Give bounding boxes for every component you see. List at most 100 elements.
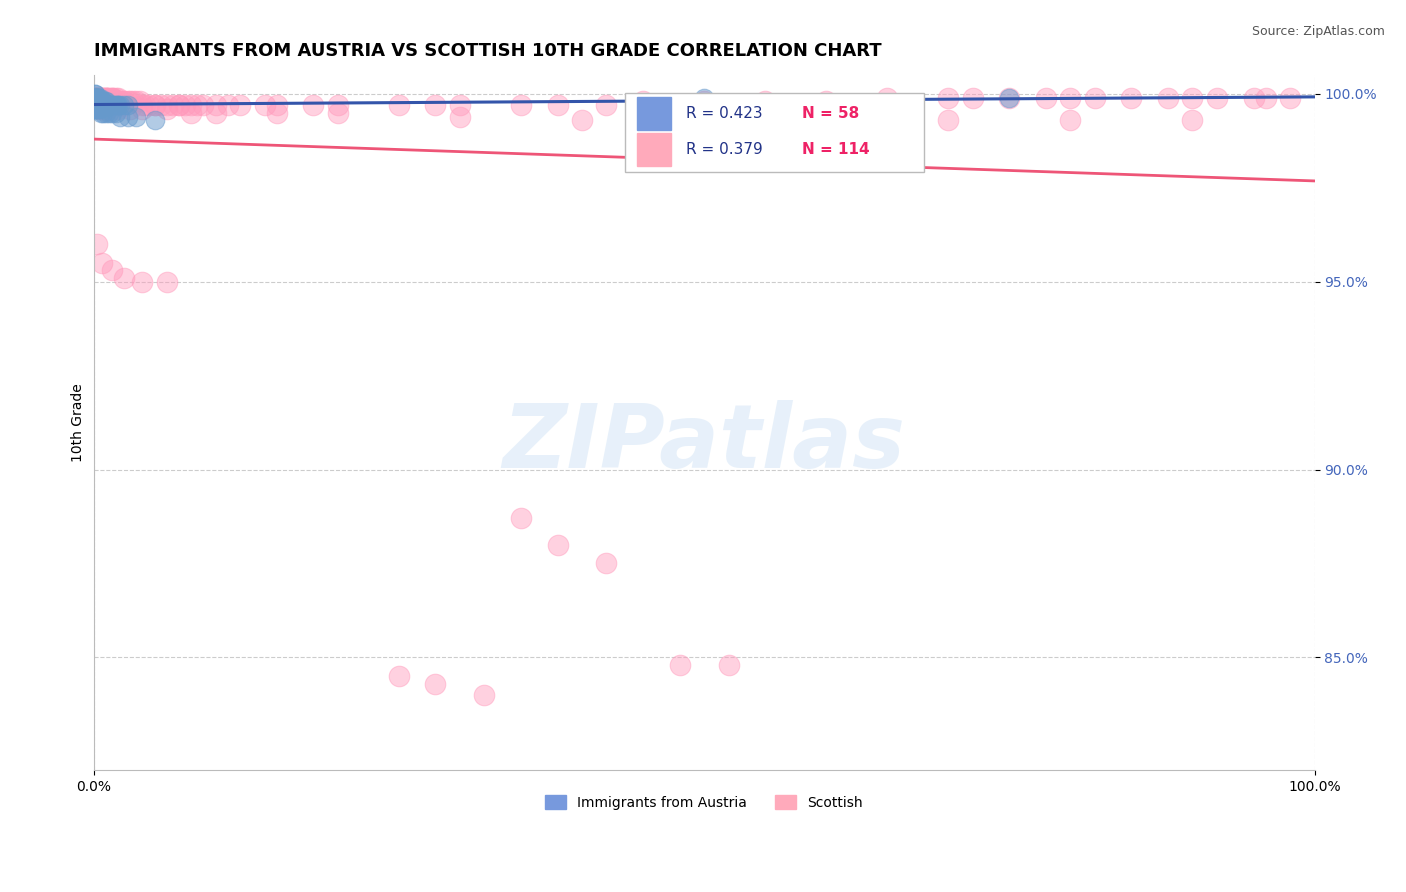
- Point: [100, 98, 122, 112]
- Point: [117, 98, 139, 112]
- Point: [90, 105, 112, 120]
- Point: [1059, 91, 1081, 105]
- Text: R = 0.423: R = 0.423: [686, 106, 762, 121]
- Point: [138, 98, 160, 112]
- Point: [101, 98, 124, 112]
- Point: [1206, 91, 1229, 105]
- Point: [86, 91, 108, 105]
- Point: [167, 98, 190, 112]
- Point: [693, 95, 716, 109]
- Point: [84, 91, 107, 105]
- Point: [547, 98, 569, 112]
- Point: [131, 102, 153, 116]
- Point: [1157, 91, 1180, 105]
- Point: [89, 102, 111, 116]
- Point: [112, 98, 135, 112]
- Point: [84, 91, 107, 105]
- Text: IMMIGRANTS FROM AUSTRIA VS SCOTTISH 10TH GRADE CORRELATION CHART: IMMIGRANTS FROM AUSTRIA VS SCOTTISH 10TH…: [94, 42, 882, 60]
- Point: [510, 511, 533, 525]
- Point: [94, 98, 117, 112]
- Point: [101, 91, 124, 105]
- Point: [86, 91, 108, 105]
- Point: [89, 102, 111, 116]
- Point: [876, 91, 898, 105]
- Point: [425, 676, 447, 690]
- Point: [131, 98, 153, 112]
- Y-axis label: 10th Grade: 10th Grade: [72, 384, 86, 462]
- Point: [83, 91, 105, 105]
- Point: [93, 91, 115, 105]
- Point: [101, 263, 124, 277]
- Point: [110, 110, 132, 124]
- Legend: Immigrants from Austria, Scottish: Immigrants from Austria, Scottish: [540, 789, 869, 815]
- Point: [120, 102, 142, 116]
- Point: [94, 105, 117, 120]
- Point: [89, 95, 111, 109]
- Point: [90, 95, 112, 109]
- Point: [998, 91, 1021, 105]
- Point: [87, 91, 110, 105]
- Point: [86, 95, 108, 109]
- Point: [149, 98, 172, 112]
- Point: [86, 91, 108, 105]
- Point: [90, 91, 112, 105]
- Point: [193, 98, 215, 112]
- Point: [83, 87, 105, 101]
- Point: [204, 98, 226, 112]
- Point: [1181, 91, 1204, 105]
- Point: [105, 98, 128, 112]
- Point: [83, 91, 105, 105]
- Point: [91, 95, 114, 109]
- Point: [229, 98, 252, 112]
- Point: [98, 98, 121, 112]
- Point: [98, 91, 121, 105]
- Point: [449, 110, 471, 124]
- Point: [87, 95, 110, 109]
- Point: [547, 538, 569, 552]
- Point: [125, 95, 148, 109]
- Point: [87, 102, 110, 116]
- Point: [595, 557, 617, 571]
- Point: [87, 91, 110, 105]
- Point: [998, 91, 1021, 105]
- Point: [143, 113, 166, 128]
- Point: [112, 271, 135, 285]
- Point: [98, 105, 121, 120]
- Point: [131, 275, 153, 289]
- Point: [1243, 91, 1265, 105]
- Point: [388, 98, 411, 112]
- Point: [107, 102, 129, 116]
- Point: [121, 95, 143, 109]
- Point: [1279, 91, 1302, 105]
- Point: [326, 105, 349, 120]
- Point: [180, 98, 202, 112]
- Point: [936, 91, 959, 105]
- Point: [110, 95, 132, 109]
- Point: [104, 98, 127, 112]
- Point: [156, 102, 179, 116]
- Point: [93, 91, 115, 105]
- Point: [266, 105, 288, 120]
- Point: [302, 98, 325, 112]
- Point: [84, 102, 107, 116]
- Point: [1254, 91, 1277, 105]
- Point: [253, 98, 276, 112]
- Point: [117, 95, 139, 109]
- Point: [101, 91, 124, 105]
- Point: [90, 91, 112, 105]
- Point: [84, 91, 107, 105]
- Point: [91, 95, 114, 109]
- Point: [120, 95, 142, 109]
- Point: [134, 98, 156, 112]
- Point: [86, 102, 108, 116]
- Text: N = 114: N = 114: [801, 142, 869, 157]
- Point: [129, 95, 152, 109]
- Point: [754, 95, 776, 109]
- Point: [107, 91, 129, 105]
- Point: [693, 113, 716, 128]
- Point: [668, 657, 690, 672]
- Point: [1084, 91, 1107, 105]
- Point: [266, 98, 288, 112]
- Point: [112, 95, 135, 109]
- Text: R = 0.379: R = 0.379: [686, 142, 762, 157]
